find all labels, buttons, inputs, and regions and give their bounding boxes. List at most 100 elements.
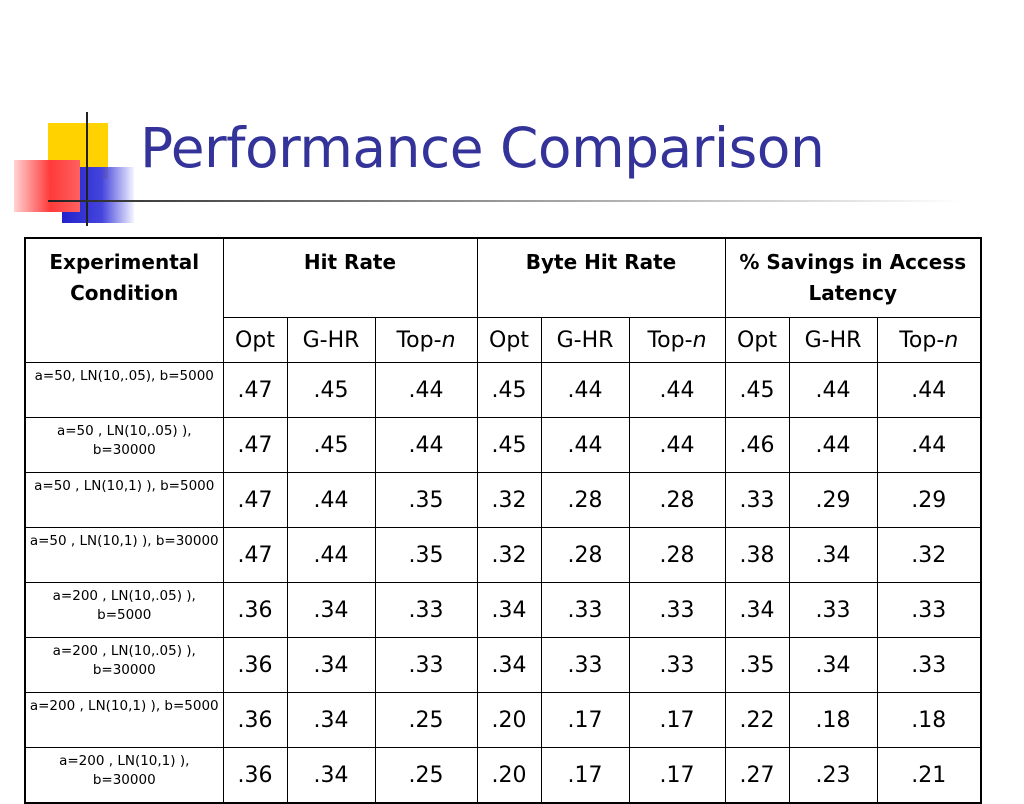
condition-cell: a=200 , LN(10,.05) ), b=30000: [24, 637, 224, 693]
value-cell: .29: [788, 472, 878, 528]
value-cell: .33: [724, 472, 790, 528]
performance-comparison-table: Experimental Condition Hit Rate Byte Hit…: [24, 237, 982, 804]
red-square-decoration: [14, 160, 80, 212]
subheader-text: Top-: [899, 327, 945, 353]
slide-logo-decoration: [0, 0, 150, 240]
table-row: a=50 , LN(10,.05) ), b=30000.47.45.44.45…: [24, 417, 982, 473]
subheader-ghr-group-1: G-HR: [540, 317, 630, 363]
value-cell: .36: [222, 637, 288, 693]
value-cell: .45: [724, 362, 790, 418]
table-row: a=50 , LN(10,1) ), b=30000.47.44.35.32.2…: [24, 527, 982, 583]
value-cell: .21: [876, 747, 982, 804]
value-cell: .35: [374, 527, 478, 583]
subheader-ghr-group-2: G-HR: [788, 317, 878, 363]
value-cell: .34: [476, 582, 542, 638]
subheader-topn-group-1: Top-n: [628, 317, 726, 363]
subheader-topn-group-2: Top-n: [876, 317, 982, 363]
condition-cell: a=50 , LN(10,1) ), b=30000: [24, 527, 224, 583]
subheader-text: Top-: [647, 327, 693, 353]
subheader-ghr-group-0: G-HR: [286, 317, 376, 363]
value-cell: .33: [374, 637, 478, 693]
value-cell: .47: [222, 362, 288, 418]
value-cell: .46: [724, 417, 790, 473]
value-cell: .28: [628, 527, 726, 583]
condition-cell: a=200 , LN(10,.05) ), b=5000: [24, 582, 224, 638]
comparison-table-container: Experimental Condition Hit Rate Byte Hit…: [24, 237, 982, 804]
subheader-opt-group-1: Opt: [476, 317, 542, 363]
value-cell: .36: [222, 582, 288, 638]
value-cell: .28: [540, 472, 630, 528]
subheader-text: Opt: [235, 327, 275, 353]
table-row: a=50 , LN(10,1) ), b=5000.47.44.35.32.28…: [24, 472, 982, 528]
value-cell: .33: [628, 582, 726, 638]
value-cell: .18: [788, 692, 878, 748]
value-cell: .32: [876, 527, 982, 583]
title-underline-rule: [48, 200, 960, 202]
subheader-text: Top-: [396, 327, 442, 353]
value-cell: .29: [876, 472, 982, 528]
value-cell: .34: [286, 692, 376, 748]
value-cell: .44: [540, 417, 630, 473]
value-cell: .18: [876, 692, 982, 748]
value-cell: .44: [286, 472, 376, 528]
value-cell: .44: [788, 362, 878, 418]
value-cell: .33: [540, 637, 630, 693]
value-cell: .33: [788, 582, 878, 638]
vertical-rule: [86, 112, 88, 226]
condition-cell: a=50 , LN(10,1) ), b=5000: [24, 472, 224, 528]
value-cell: .32: [476, 472, 542, 528]
header-hit-rate: Hit Rate: [222, 237, 478, 318]
value-cell: .44: [628, 417, 726, 473]
table-body: a=50, LN(10,.05), b=5000.47.45.44.45.44.…: [24, 362, 982, 804]
value-cell: .47: [222, 527, 288, 583]
value-cell: .17: [628, 747, 726, 804]
table-row: a=50, LN(10,.05), b=5000.47.45.44.45.44.…: [24, 362, 982, 418]
subheader-opt-group-2: Opt: [724, 317, 790, 363]
subheader-text: G-HR: [556, 327, 614, 353]
value-cell: .34: [286, 637, 376, 693]
subheader-text: Opt: [737, 327, 777, 353]
value-cell: .34: [286, 747, 376, 804]
table-row: a=200 , LN(10,.05) ), b=30000.36.34.33.3…: [24, 637, 982, 693]
condition-cell: a=50, LN(10,.05), b=5000: [24, 362, 224, 418]
value-cell: .45: [286, 417, 376, 473]
value-cell: .44: [628, 362, 726, 418]
value-cell: .34: [724, 582, 790, 638]
value-cell: .44: [286, 527, 376, 583]
value-cell: .22: [724, 692, 790, 748]
value-cell: .27: [724, 747, 790, 804]
value-cell: .20: [476, 692, 542, 748]
subheader-italic-suffix: n: [441, 327, 456, 353]
value-cell: .25: [374, 747, 478, 804]
value-cell: .28: [628, 472, 726, 528]
value-cell: .20: [476, 747, 542, 804]
subheader-text: Opt: [489, 327, 529, 353]
table-row: a=200 , LN(10,1) ), b=5000.36.34.25.20.1…: [24, 692, 982, 748]
value-cell: .35: [724, 637, 790, 693]
value-cell: .32: [476, 527, 542, 583]
subheader-text: G-HR: [804, 327, 862, 353]
value-cell: .44: [374, 417, 478, 473]
condition-cell: a=50 , LN(10,.05) ), b=30000: [24, 417, 224, 473]
subheader-italic-suffix: n: [944, 327, 959, 353]
value-cell: .35: [374, 472, 478, 528]
value-cell: .44: [540, 362, 630, 418]
value-cell: .36: [222, 747, 288, 804]
value-cell: .28: [540, 527, 630, 583]
value-cell: .34: [476, 637, 542, 693]
header-byte-hit-rate: Byte Hit Rate: [476, 237, 726, 318]
subheader-topn-group-0: Top-n: [374, 317, 478, 363]
slide-title: Performance Comparison: [140, 116, 825, 180]
value-cell: .33: [374, 582, 478, 638]
value-cell: .44: [876, 362, 982, 418]
value-cell: .33: [876, 637, 982, 693]
value-cell: .44: [876, 417, 982, 473]
value-cell: .17: [628, 692, 726, 748]
condition-cell: a=200 , LN(10,1) ), b=30000: [24, 747, 224, 804]
subheader-italic-suffix: n: [692, 327, 707, 353]
value-cell: .33: [540, 582, 630, 638]
value-cell: .33: [628, 637, 726, 693]
value-cell: .25: [374, 692, 478, 748]
table-row: a=200 , LN(10,.05) ), b=5000.36.34.33.34…: [24, 582, 982, 638]
value-cell: .45: [286, 362, 376, 418]
